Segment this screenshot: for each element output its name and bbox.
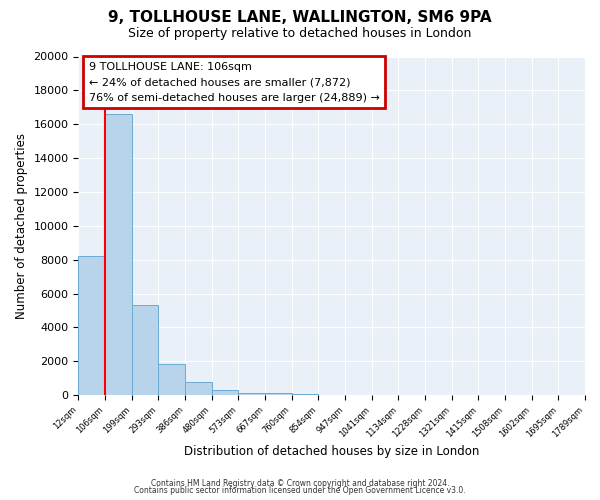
Bar [105, 114, 132, 395]
Text: Contains HM Land Registry data © Crown copyright and database right 2024.: Contains HM Land Registry data © Crown c… [151, 478, 449, 488]
Bar [158, 364, 185, 395]
Bar [212, 390, 238, 395]
Y-axis label: Number of detached properties: Number of detached properties [15, 133, 28, 319]
Bar [292, 394, 319, 395]
Bar [185, 382, 212, 395]
Bar [265, 394, 292, 395]
Bar [132, 306, 158, 395]
X-axis label: Distribution of detached houses by size in London: Distribution of detached houses by size … [184, 444, 479, 458]
Text: Size of property relative to detached houses in London: Size of property relative to detached ho… [128, 28, 472, 40]
Text: 9, TOLLHOUSE LANE, WALLINGTON, SM6 9PA: 9, TOLLHOUSE LANE, WALLINGTON, SM6 9PA [108, 10, 492, 25]
Text: 9 TOLLHOUSE LANE: 106sqm
← 24% of detached houses are smaller (7,872)
76% of sem: 9 TOLLHOUSE LANE: 106sqm ← 24% of detach… [89, 62, 379, 103]
Text: Contains public sector information licensed under the Open Government Licence v3: Contains public sector information licen… [134, 486, 466, 495]
Bar [79, 256, 105, 395]
Bar [238, 392, 265, 395]
